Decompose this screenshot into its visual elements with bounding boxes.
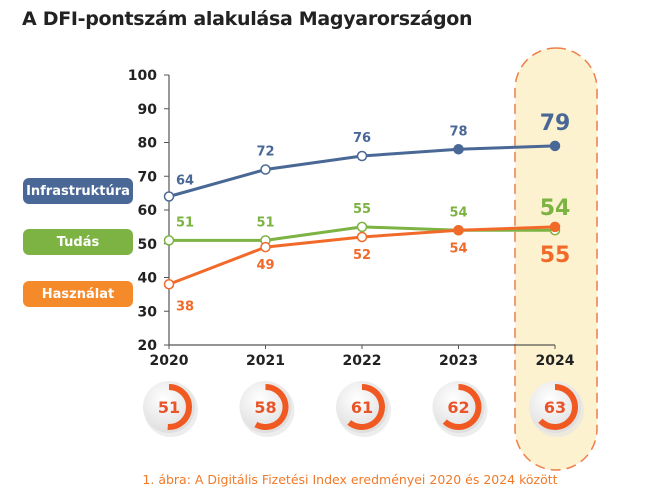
data-point <box>453 225 464 236</box>
x-tick-label: 2023 <box>439 353 478 369</box>
y-tick-label: 100 <box>128 68 157 84</box>
data-point <box>163 191 175 202</box>
y-tick-label: 50 <box>138 237 158 253</box>
y-tick-label: 60 <box>138 203 158 219</box>
data-point <box>453 144 464 155</box>
data-label: 78 <box>449 124 467 139</box>
data-point <box>549 140 561 152</box>
data-label: 49 <box>256 258 274 273</box>
y-tick-label: 70 <box>138 169 158 185</box>
data-label: 54 <box>449 205 467 220</box>
data-label-2024: 79 <box>540 111 571 136</box>
gauge-value: 62 <box>447 398 469 417</box>
data-label: 51 <box>256 215 274 230</box>
data-label: 38 <box>176 299 194 314</box>
data-point <box>260 164 271 175</box>
x-tick-label: 2020 <box>150 353 189 369</box>
dfi-score-gauge: 51 <box>143 381 198 437</box>
dfi-score-gauge: 61 <box>336 381 391 437</box>
y-tick-label: 40 <box>138 271 158 287</box>
dfi-score-gauge: 63 <box>529 381 584 437</box>
y-tick-label: 20 <box>138 338 158 354</box>
data-point <box>549 221 561 233</box>
x-tick-label: 2024 <box>536 353 575 369</box>
y-tick-label: 90 <box>138 102 158 118</box>
x-tick-label: 2022 <box>343 353 382 369</box>
gauge-arc <box>442 384 482 430</box>
legend-infrastruktura: Infrastruktúra <box>23 178 133 204</box>
data-point <box>356 150 368 162</box>
gauge-value: 58 <box>254 398 276 417</box>
legend-tudas: Tudás <box>23 229 133 255</box>
chart-title: A DFI-pontszám alakulása Magyarországon <box>22 8 473 30</box>
gauge-value: 63 <box>544 398 566 417</box>
data-label: 76 <box>353 131 371 146</box>
data-label: 64 <box>176 174 194 189</box>
figure-caption: 1. ábra: A Digitális Fizetési Index ered… <box>142 472 558 487</box>
gauge-arc <box>167 384 192 430</box>
data-point <box>260 241 271 253</box>
highlight-2024 <box>514 47 598 471</box>
dfi-score-gauge: 58 <box>239 381 295 437</box>
dfi-score-gauge: 62 <box>432 381 488 437</box>
gauge-value: 61 <box>351 398 373 417</box>
gauge-value: 51 <box>158 398 180 417</box>
legend-hasznalat: Használat <box>23 281 133 307</box>
data-label: 52 <box>353 248 371 263</box>
gauge-arc <box>538 384 578 430</box>
data-label: 72 <box>256 145 274 160</box>
data-label-2024: 54 <box>540 196 571 221</box>
gauge-arc <box>254 384 289 430</box>
data-point <box>356 231 368 243</box>
gauge-arc <box>347 384 385 430</box>
data-label: 51 <box>176 215 194 230</box>
y-tick-label: 80 <box>138 136 158 152</box>
data-label-2024: 55 <box>540 243 571 268</box>
data-label: 55 <box>353 202 371 217</box>
data-point <box>163 235 175 246</box>
data-point <box>163 279 175 290</box>
data-label: 54 <box>449 241 467 256</box>
data-point <box>356 221 368 233</box>
x-tick-label: 2021 <box>246 353 285 369</box>
y-tick-label: 30 <box>138 304 158 320</box>
